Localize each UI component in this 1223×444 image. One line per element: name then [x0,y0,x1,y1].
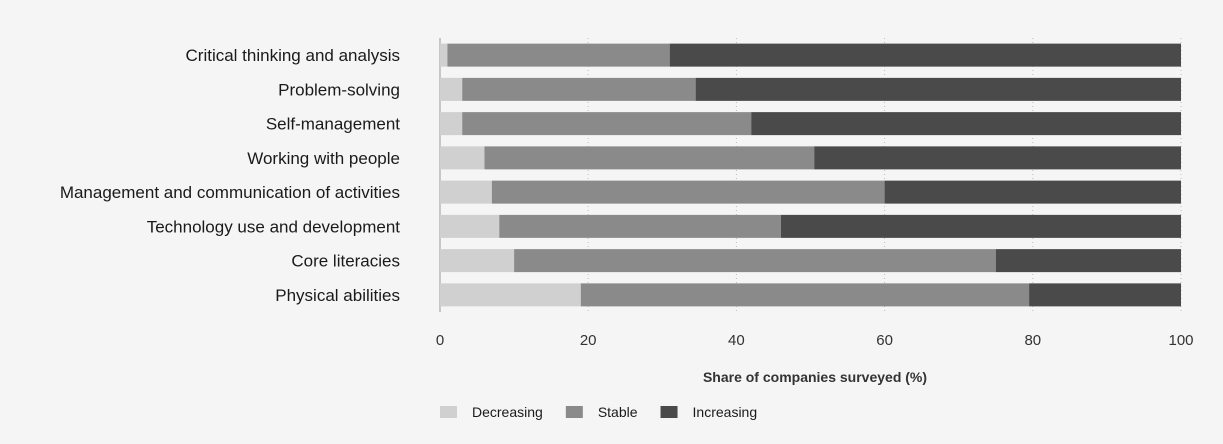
category-label: Problem-solving [278,80,400,99]
category-label: Core literacies [291,252,400,271]
bar-segment-increasing [814,146,1181,170]
bar-segment-stable [462,112,752,136]
bar-segment-decreasing [440,249,515,273]
x-axis-title: Share of companies surveyed (%) [703,369,927,385]
bar-segment-increasing [1029,283,1181,307]
bar-segment-stable [484,146,815,170]
category-label: Self-management [266,115,400,134]
legend-swatch [565,406,583,418]
x-tick-label: 60 [876,332,893,349]
legend-label: Increasing [693,404,758,420]
legend-item-decreasing[interactable]: Decreasing [440,404,543,420]
legend[interactable]: Decreasing Stable Increasing [440,404,757,420]
x-tick-label: 100 [1168,332,1193,349]
bar-segment-increasing [780,214,1181,238]
bar-segment-decreasing [440,43,448,67]
legend-item-stable[interactable]: Stable [565,404,638,420]
bars-layer [440,43,1181,307]
x-tick-label: 20 [580,332,597,349]
bar-segment-increasing [884,180,1181,204]
x-tick-labels: 0 20 40 60 80 100 [436,332,1194,349]
bar-segment-stable [580,283,1030,307]
category-label: Working with people [247,149,400,168]
legend-label: Stable [598,404,638,420]
bar-segment-decreasing [440,146,485,170]
legend-swatch [660,406,678,418]
bar-segment-decreasing [440,214,500,238]
category-labels: Critical thinking and analysis Problem-so… [60,46,400,305]
legend-item-increasing[interactable]: Increasing [660,404,758,420]
category-label: Critical thinking and analysis [186,46,401,65]
bar-segment-stable [491,180,885,204]
bar-segment-stable [447,43,670,67]
legend-swatch [440,406,457,418]
bar-segment-increasing [669,43,1181,67]
bar-segment-stable [514,249,996,273]
legend-label: Decreasing [472,404,543,420]
category-label: Physical abilities [275,286,400,305]
bar-segment-decreasing [440,112,463,136]
bar-segment-decreasing [440,180,492,204]
x-tick-label: 0 [436,332,444,349]
bar-segment-increasing [995,249,1181,273]
bar-segment-stable [499,214,781,238]
x-tick-label: 80 [1024,332,1041,349]
x-tick-label: 40 [728,332,745,349]
bar-segment-stable [462,77,696,101]
bar-segment-decreasing [440,283,581,307]
bar-segment-increasing [751,112,1181,136]
bar-segment-decreasing [440,77,463,101]
category-label: Technology use and development [147,217,401,236]
category-label: Management and communication of activiti… [60,183,400,202]
bar-segment-increasing [695,77,1181,101]
